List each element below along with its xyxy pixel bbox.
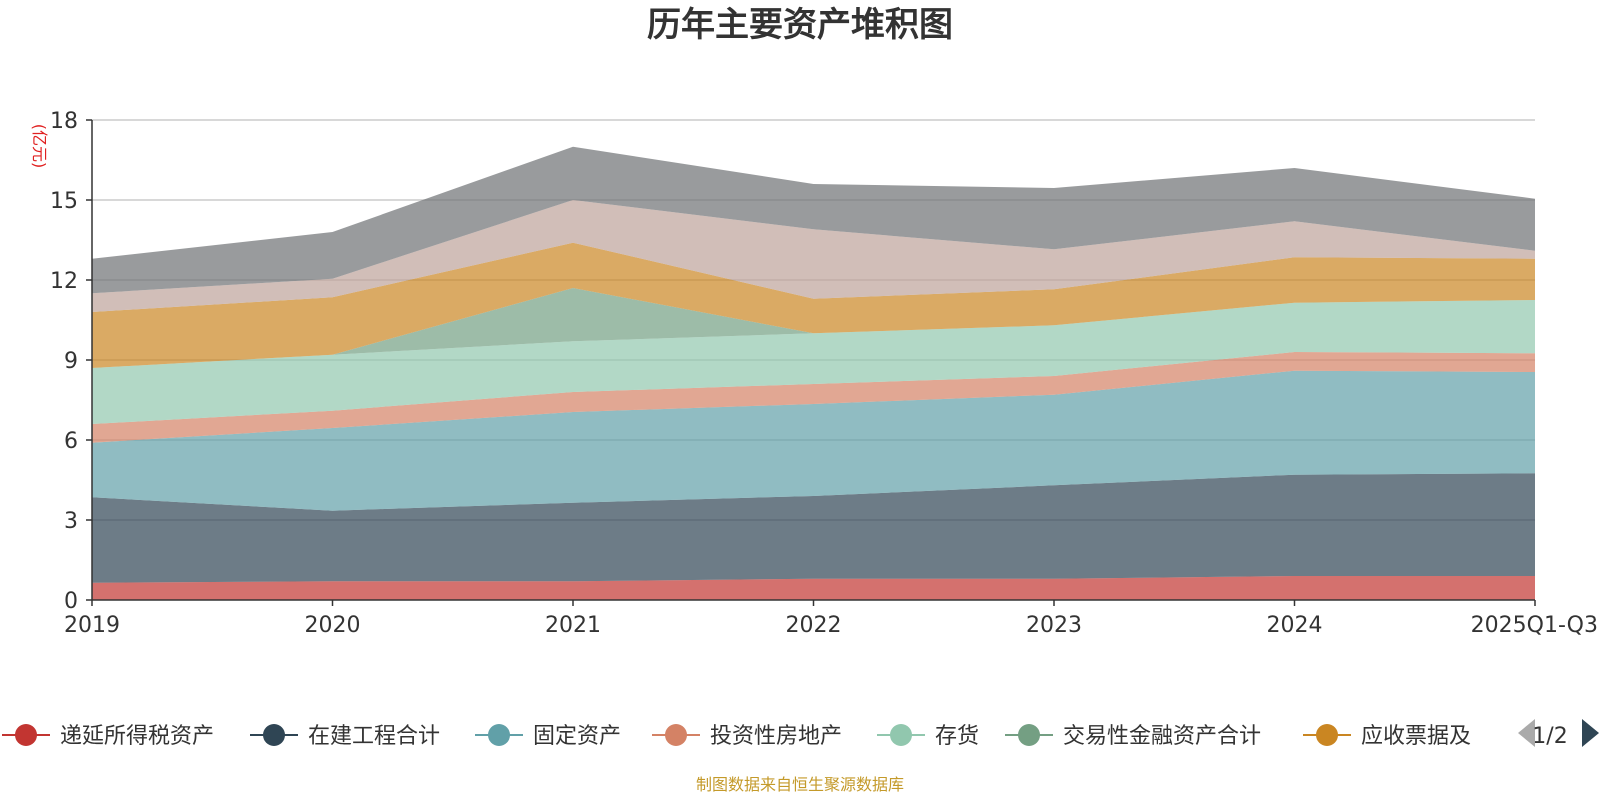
- y-tick-label: 15: [50, 189, 78, 214]
- area-series-9: [92, 146, 1535, 294]
- legend-circle-icon: [890, 724, 912, 746]
- x-tick-label: 2021: [545, 613, 601, 638]
- area-series-2: [92, 473, 1535, 583]
- triangle-left-icon[interactable]: [1518, 719, 1535, 747]
- legend-page-indicator: 1/2: [1532, 724, 1567, 749]
- legend-item[interactable]: 应收票据及: [1303, 724, 1471, 749]
- area-series-4: [92, 352, 1535, 443]
- legend-circle-icon: [665, 724, 687, 746]
- y-tick-label: 0: [64, 589, 78, 614]
- area-series-5: [92, 300, 1535, 424]
- y-tick-label: 18: [50, 109, 78, 134]
- legend-label: 交易性金融资产合计: [1063, 724, 1261, 749]
- legend-circle-icon: [263, 724, 285, 746]
- legend-circle-icon: [488, 724, 510, 746]
- legend-circle-icon: [15, 724, 37, 746]
- area-series-1: [92, 576, 1535, 600]
- source-note: 制图数据来自恒生聚源数据库: [696, 775, 904, 794]
- chart-title: 历年主要资产堆积图: [647, 5, 953, 45]
- legend-item[interactable]: 投资性房地产: [652, 724, 842, 749]
- axes: 0 3 6 9 12 15 18 2019 2020 2021 2022 2023 2024 2025Q1…: [50, 109, 1598, 638]
- area-series-3: [92, 370, 1535, 511]
- legend-item[interactable]: 固定资产: [475, 724, 621, 749]
- legend-label: 应收票据及: [1361, 724, 1471, 749]
- x-tick-label: 2020: [305, 613, 361, 638]
- legend-label: 递延所得税资产: [60, 724, 214, 749]
- y-tick-label: 9: [64, 349, 78, 374]
- triangle-right-icon[interactable]: [1582, 719, 1599, 747]
- legend-item[interactable]: 在建工程合计: [250, 724, 440, 749]
- y-tick-label: 3: [64, 509, 78, 534]
- legend-item[interactable]: 递延所得税资产: [2, 724, 214, 749]
- legend-label: 在建工程合计: [308, 724, 440, 749]
- legend-circle-icon: [1316, 724, 1338, 746]
- x-tick-label: 2025Q1-Q3: [1471, 613, 1598, 638]
- y-tick-label: 6: [64, 429, 78, 454]
- x-tick-label: 2019: [64, 613, 120, 638]
- x-tick-label: 2024: [1267, 613, 1323, 638]
- area-series-6: [92, 288, 1535, 368]
- area-series-8: [92, 200, 1535, 312]
- legend-label: 投资性房地产: [710, 724, 842, 749]
- legend: 递延所得税资产 在建工程合计 固定资产 投资性房地产 存货 交易性金融资产合计 应收票据及 1…: [2, 719, 1599, 749]
- x-tick-label: 2023: [1026, 613, 1082, 638]
- legend-item[interactable]: 存货: [877, 724, 979, 749]
- x-tick-label: 2022: [786, 613, 842, 638]
- legend-circle-icon: [1018, 724, 1040, 746]
- y-axis-unit: (亿元): [30, 124, 49, 169]
- legend-item[interactable]: 交易性金融资产合计: [1005, 724, 1261, 749]
- area-series: [92, 146, 1535, 600]
- area-series-7: [92, 242, 1535, 368]
- legend-label: 存货: [935, 724, 979, 749]
- y-tick-label: 12: [50, 269, 78, 294]
- legend-label: 固定资产: [533, 724, 621, 749]
